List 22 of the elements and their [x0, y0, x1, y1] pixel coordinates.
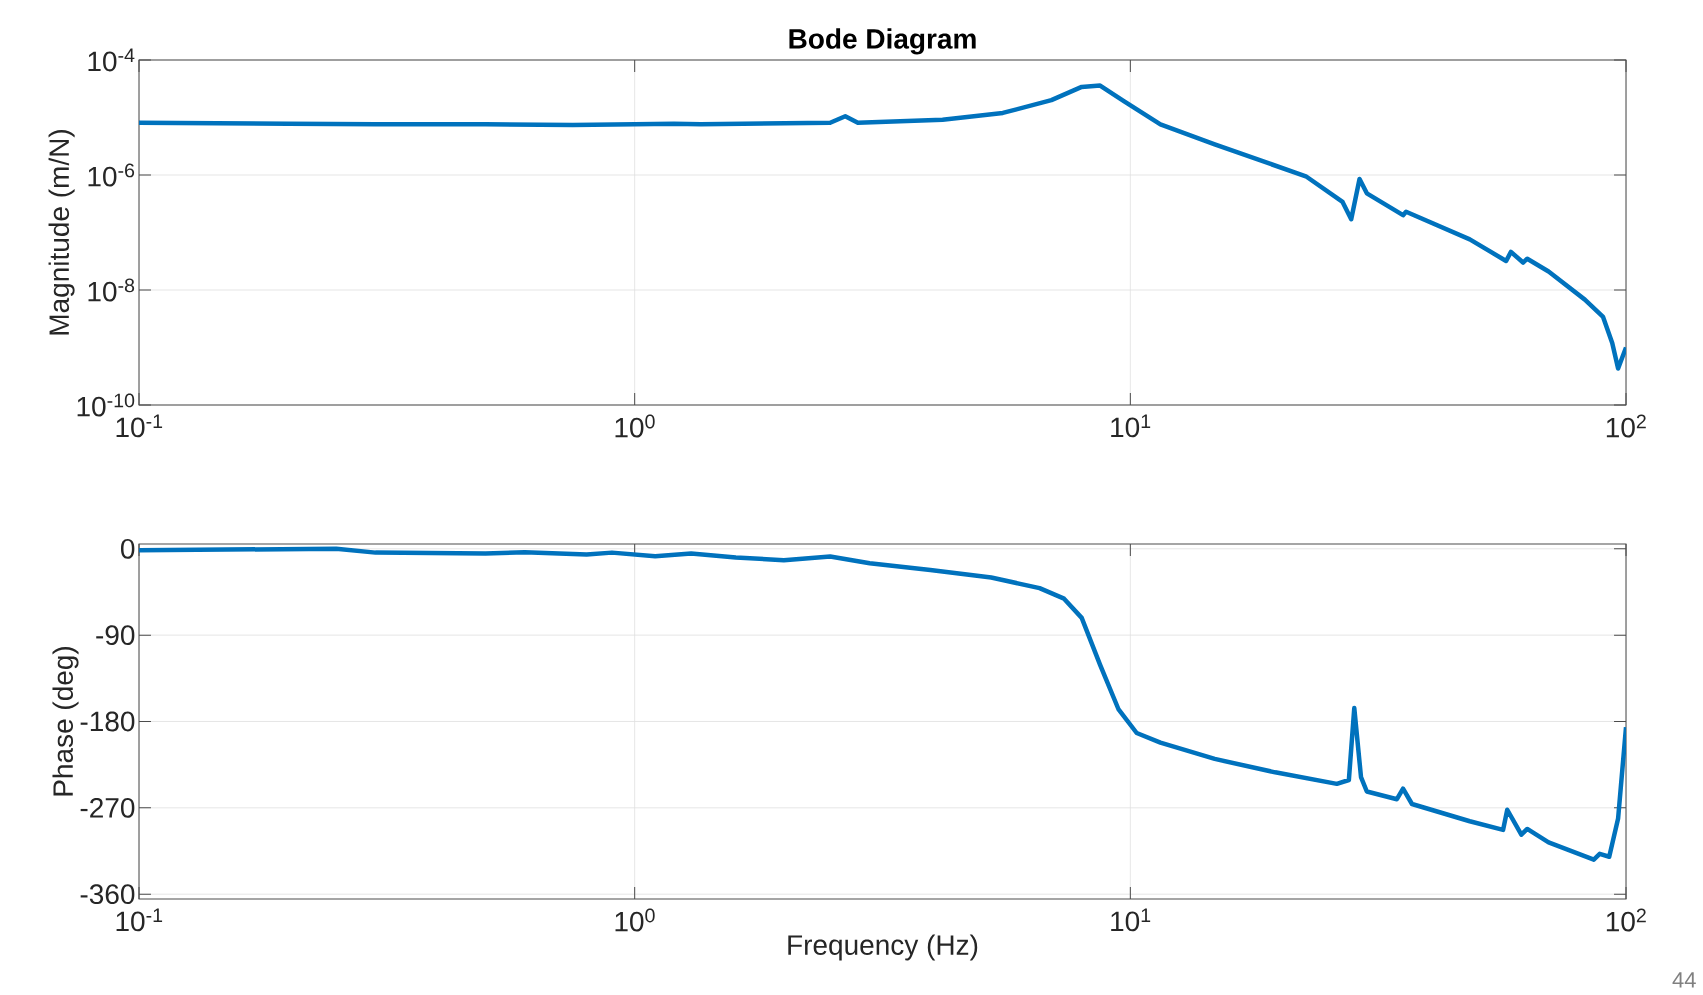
y-axis-title: Magnitude (m/N) — [48, 130, 75, 335]
y-tick-label: -360 — [80, 884, 135, 905]
y-tick-label: -90 — [96, 625, 135, 646]
x-tick-label: 10$^{-1}$ — [116, 414, 163, 438]
x-tick-label: 10$^{0}$ — [615, 414, 655, 438]
y-tick-label: -270 — [80, 797, 135, 818]
y-axis-title: Phase (deg) — [52, 647, 79, 796]
y-tick-label: 10$^{-8}$ — [88, 278, 135, 302]
y-tick-label: -180 — [80, 711, 135, 732]
x-tick-label: 10$^{2}$ — [1606, 414, 1646, 438]
y-tick-label: 0 — [121, 538, 135, 559]
x-tick-label: 10$^{-1}$ — [116, 908, 163, 932]
y-tick-label: 10$^{-4}$ — [88, 48, 135, 72]
text: 44 — [1672, 972, 1696, 988]
x-axis-title: Frequency (Hz) — [788, 934, 978, 961]
x-tick-label: 10$^{1}$ — [1111, 908, 1151, 932]
y-tick-label: 10$^{-6}$ — [88, 163, 135, 187]
x-tick-label: 10$^{1}$ — [1111, 414, 1151, 438]
chart-title: Bode Diagram — [789, 28, 976, 55]
x-tick-label: 10$^{2}$ — [1606, 908, 1646, 932]
x-tick-label: 10$^{0}$ — [615, 908, 655, 932]
y-tick-label: 10$^{-10}$ — [77, 393, 135, 417]
